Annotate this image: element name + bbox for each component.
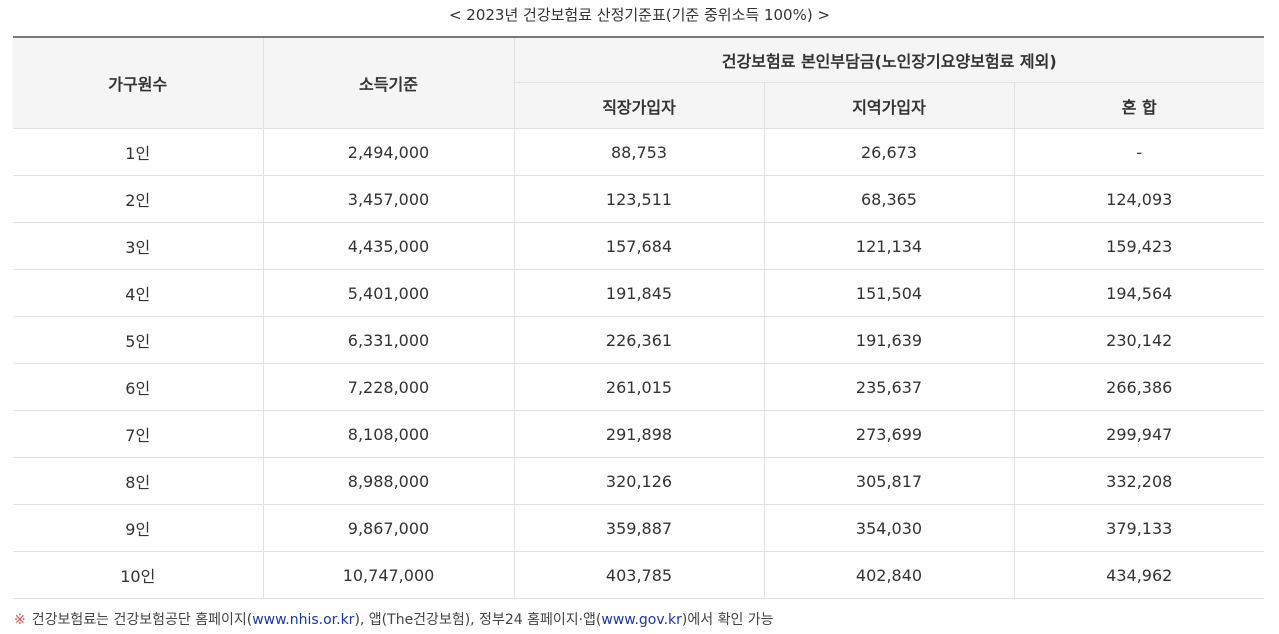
reference-mark: ※ xyxy=(14,612,26,628)
table-body: 1인 2,494,000 88,753 26,673-2인 3,457,000 123,5… xyxy=(13,128,1264,599)
cell-regional-premium: 26,673 xyxy=(764,128,1015,176)
cell-workplace-premium: 320,126 xyxy=(514,457,765,505)
cell-workplace-premium: 88,753 xyxy=(514,128,765,176)
cell-income-standard: 7,228,000 xyxy=(263,363,515,411)
table-caption: < 2023년 건강보험료 산정기준표(기준 중위소득 100%) > xyxy=(448,6,831,24)
cell-household-count: 3인 xyxy=(13,222,264,270)
cell-mixed-premium: - xyxy=(1014,128,1264,176)
header-household-count: 가구원수 xyxy=(13,36,264,129)
cell-regional-premium: 68,365 xyxy=(764,175,1015,223)
cell-regional-premium: 151,504 xyxy=(764,269,1015,317)
cell-regional-premium: 235,637 xyxy=(764,363,1015,411)
table-row: 8인 8,988,000 320,126 305,817 332,208 xyxy=(13,457,1264,505)
cell-workplace-premium: 226,361 xyxy=(514,316,765,364)
cell-income-standard: 4,435,000 xyxy=(263,222,515,270)
cell-mixed-premium: 124,093 xyxy=(1014,175,1264,223)
cell-mixed-premium: 230,142 xyxy=(1014,316,1264,364)
cell-regional-premium: 354,030 xyxy=(764,504,1015,552)
table-row: 9인 9,867,000 359,887 354,030 379,133 xyxy=(13,504,1264,552)
table-row: 1인 2,494,000 88,753 26,673- xyxy=(13,128,1264,176)
cell-regional-premium: 191,639 xyxy=(764,316,1015,364)
header-income-standard: 소득기준 xyxy=(263,36,515,129)
premium-standard-table: 가구원수 소득기준 건강보험료 본인부담금(노인장기요양보험료 제외) 직장가입… xyxy=(13,36,1264,599)
footnote-text-1: 건강보험료는 건강보험공단 홈페이지( xyxy=(31,612,253,628)
cell-mixed-premium: 299,947 xyxy=(1014,410,1264,458)
table-row: 7인 8,108,000 291,898 273,699 299,947 xyxy=(13,410,1264,458)
cell-regional-premium: 402,840 xyxy=(764,551,1015,599)
header-mixed: 혼 합 xyxy=(1014,82,1264,129)
cell-mixed-premium: 332,208 xyxy=(1014,457,1264,505)
cell-household-count: 9인 xyxy=(13,504,264,552)
cell-workplace-premium: 291,898 xyxy=(514,410,765,458)
cell-income-standard: 6,331,000 xyxy=(263,316,515,364)
cell-household-count: 2인 xyxy=(13,175,264,223)
cell-income-standard: 3,457,000 xyxy=(263,175,515,223)
cell-income-standard: 2,494,000 xyxy=(263,128,515,176)
footnote-text-3: )에서 확인 가능 xyxy=(681,612,774,628)
nhis-link[interactable]: www.nhis.or.kr xyxy=(252,612,355,628)
table-row: 3인 4,435,000 157,684 121,134 159,423 xyxy=(13,222,1264,270)
cell-household-count: 5인 xyxy=(13,316,264,364)
cell-income-standard: 8,108,000 xyxy=(263,410,515,458)
cell-household-count: 8인 xyxy=(13,457,264,505)
cell-workplace-premium: 157,684 xyxy=(514,222,765,270)
cell-household-count: 7인 xyxy=(13,410,264,458)
cell-mixed-premium: 194,564 xyxy=(1014,269,1264,317)
header-premium-group: 건강보험료 본인부담금(노인장기요양보험료 제외) xyxy=(514,36,1264,83)
cell-regional-premium: 305,817 xyxy=(764,457,1015,505)
gov-link[interactable]: www.gov.kr xyxy=(601,612,682,628)
cell-household-count: 4인 xyxy=(13,269,264,317)
cell-mixed-premium: 434,962 xyxy=(1014,551,1264,599)
cell-household-count: 1인 xyxy=(13,128,264,176)
header-regional-subscriber: 지역가입자 xyxy=(764,82,1015,129)
cell-mixed-premium: 159,423 xyxy=(1014,222,1264,270)
table-row: 2인 3,457,000 123,511 68,365 124,093 xyxy=(13,175,1264,223)
cell-mixed-premium: 266,386 xyxy=(1014,363,1264,411)
cell-income-standard: 8,988,000 xyxy=(263,457,515,505)
footnote-text-2: ), 앱(The건강보험), 정부24 홈페이지·앱( xyxy=(354,612,602,628)
table-row: 6인 7,228,000 261,015 235,637 266,386 xyxy=(13,363,1264,411)
table-row: 5인 6,331,000 226,361 191,639 230,142 xyxy=(13,316,1264,364)
cell-household-count: 6인 xyxy=(13,363,264,411)
header-workplace-subscriber: 직장가입자 xyxy=(514,82,765,129)
cell-income-standard: 10,747,000 xyxy=(263,551,515,599)
cell-workplace-premium: 123,511 xyxy=(514,175,765,223)
cell-regional-premium: 273,699 xyxy=(764,410,1015,458)
cell-workplace-premium: 191,845 xyxy=(514,269,765,317)
cell-workplace-premium: 403,785 xyxy=(514,551,765,599)
cell-workplace-premium: 261,015 xyxy=(514,363,765,411)
table-row: 4인 5,401,000 191,845 151,504 194,564 xyxy=(13,269,1264,317)
cell-household-count: 10인 xyxy=(13,551,264,599)
footnote: ※ 건강보험료는 건강보험공단 홈페이지(www.nhis.or.kr), 앱(T… xyxy=(14,608,774,632)
cell-workplace-premium: 359,887 xyxy=(514,504,765,552)
cell-mixed-premium: 379,133 xyxy=(1014,504,1264,552)
cell-income-standard: 5,401,000 xyxy=(263,269,515,317)
cell-income-standard: 9,867,000 xyxy=(263,504,515,552)
cell-regional-premium: 121,134 xyxy=(764,222,1015,270)
table-row: 10인 10,747,000 403,785 402,840 434,962 xyxy=(13,551,1264,599)
